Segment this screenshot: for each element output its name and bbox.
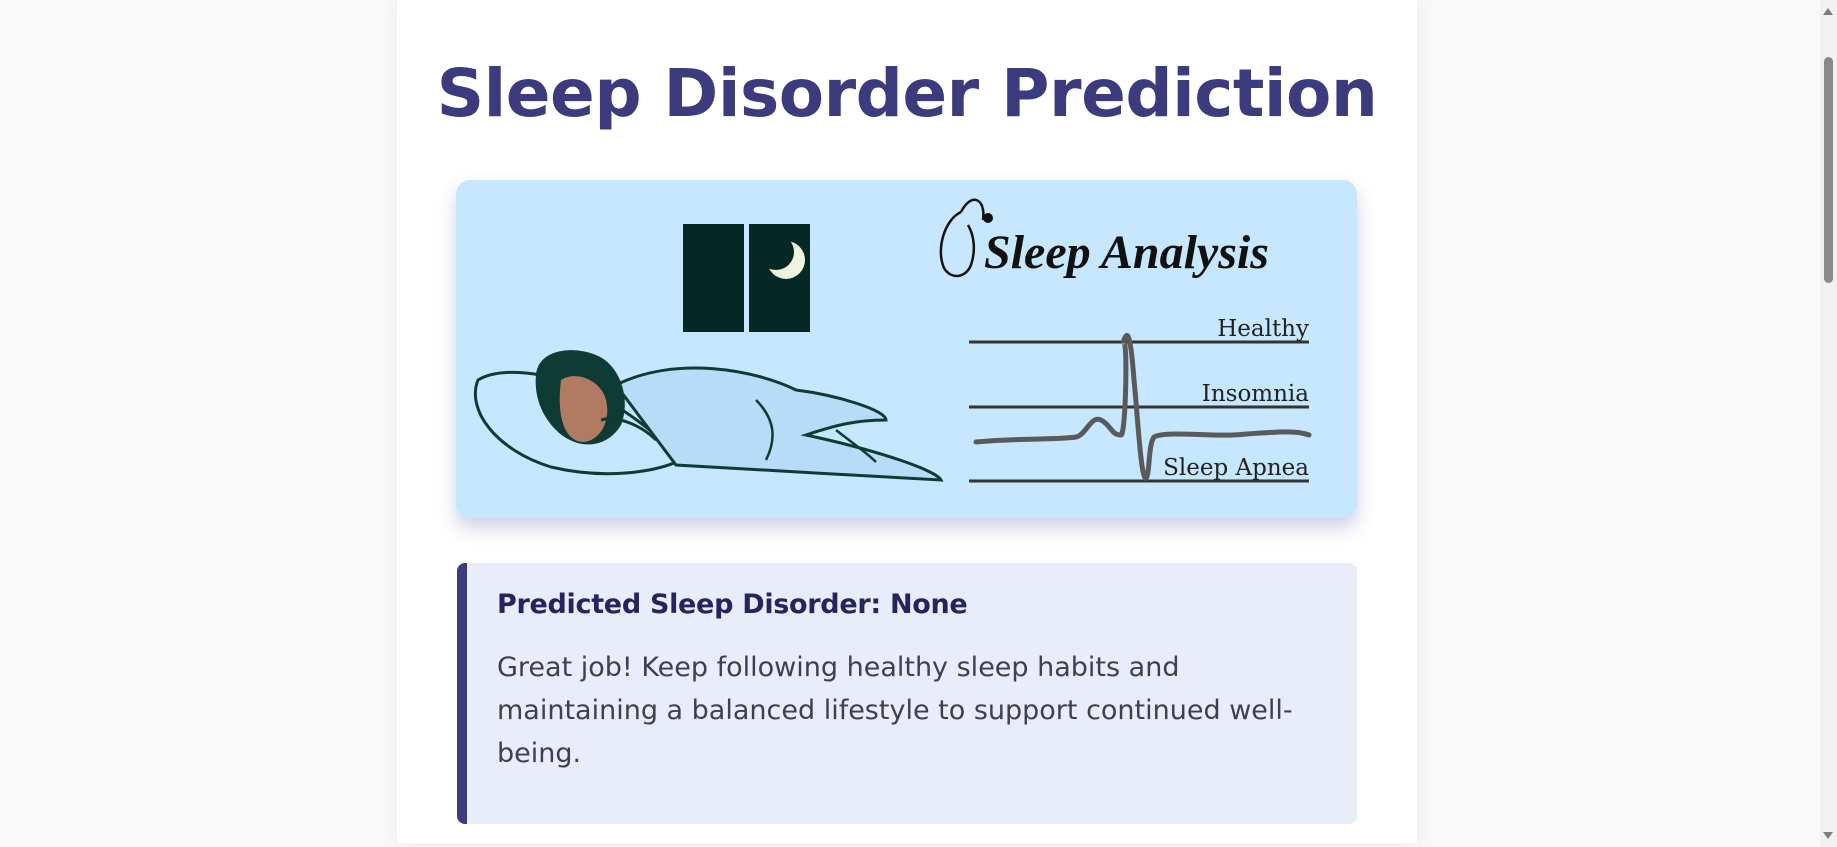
stethoscope-icon (939, 210, 976, 278)
main-card: Sleep Disorder Prediction Sle (397, 0, 1417, 843)
scroll-thumb[interactable] (1824, 57, 1833, 283)
label-insomnia: Insomnia (1202, 381, 1310, 407)
vertical-scrollbar[interactable] (1820, 0, 1837, 847)
page-title: Sleep Disorder Prediction (436, 55, 1378, 132)
sleeper-face (559, 376, 608, 442)
label-healthy: Healthy (1217, 316, 1309, 342)
window-icon (683, 224, 744, 332)
prediction-result: Predicted Sleep Disorder: None Great job… (457, 563, 1357, 824)
heartbeat-wave-icon (973, 333, 1312, 481)
sleep-analysis-heading: Sleep Analysis (984, 226, 1269, 279)
label-sleep-apnea: Sleep Apnea (1163, 455, 1309, 481)
scroll-up-arrow-icon[interactable] (1823, 8, 1833, 15)
blanket-icon (613, 366, 944, 482)
sleep-analysis-banner: Sleep Analysis Healthy Insomnia Sleep Ap… (456, 180, 1357, 518)
sleep-illustration: Sleep Analysis Healthy Insomnia Sleep Ap… (473, 198, 1312, 483)
result-title: Predicted Sleep Disorder: None (497, 589, 968, 620)
scroll-down-arrow-icon[interactable] (1823, 832, 1833, 839)
result-message: Great job! Keep following healthy sleep … (497, 652, 1293, 769)
